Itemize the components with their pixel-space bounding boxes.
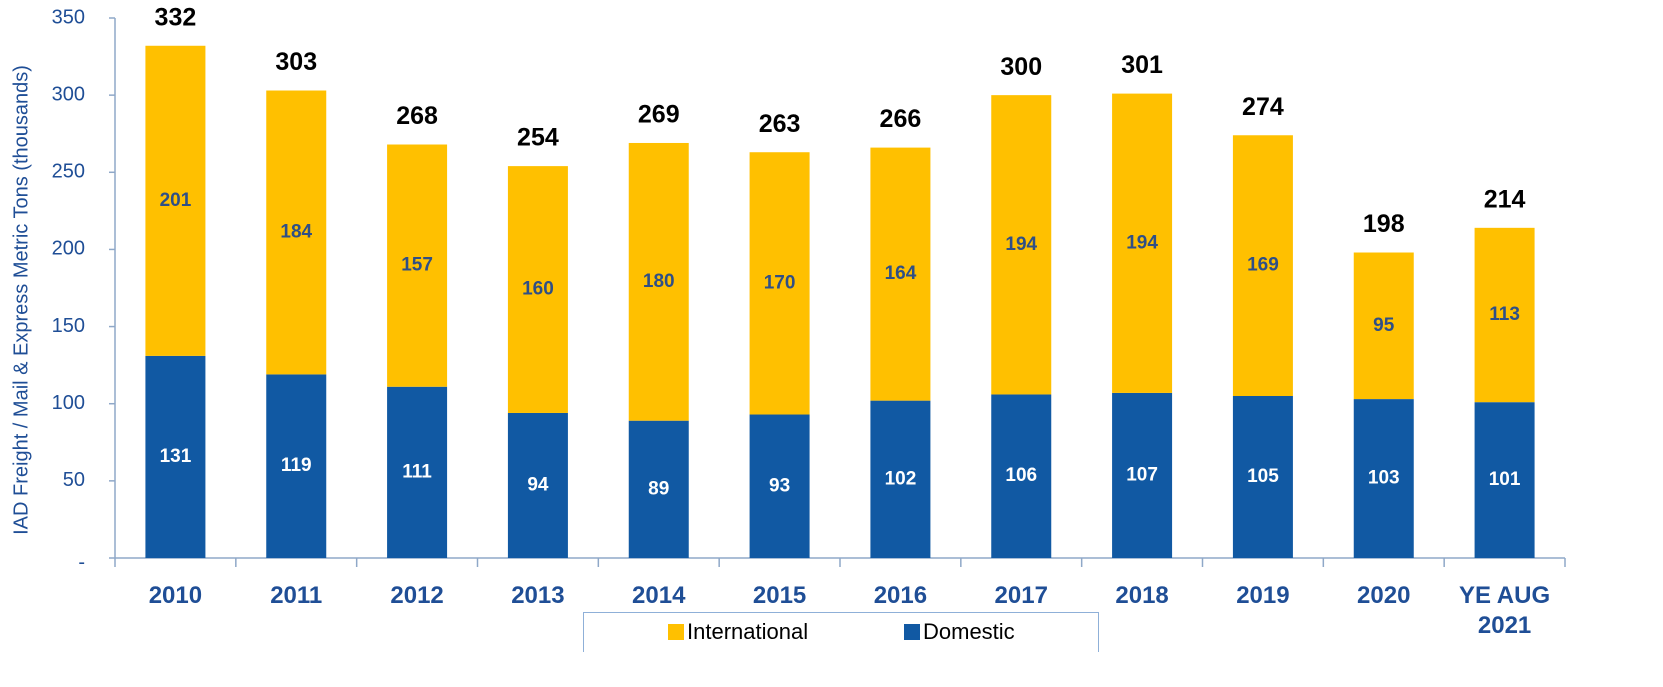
total-label: 301 bbox=[1121, 51, 1163, 79]
bar-segment bbox=[266, 90, 327, 375]
value-label: 160 bbox=[522, 279, 554, 300]
y-tick-label: 150 bbox=[52, 315, 85, 337]
value-label: 111 bbox=[402, 461, 432, 482]
x-tick-label: 2014 bbox=[632, 582, 686, 609]
value-label: 180 bbox=[643, 271, 675, 292]
value-label: 164 bbox=[885, 263, 917, 284]
value-label: 94 bbox=[527, 475, 549, 496]
legend-swatch bbox=[668, 624, 684, 640]
bar-segment bbox=[507, 166, 568, 413]
bar-segment bbox=[1474, 227, 1535, 403]
x-tick-label: 2018 bbox=[1115, 582, 1169, 609]
total-label: 268 bbox=[396, 102, 438, 130]
value-label: 107 bbox=[1126, 464, 1158, 485]
bar-segment bbox=[1232, 396, 1293, 558]
x-tick-label: 2012 bbox=[390, 582, 444, 609]
bar-segment bbox=[1112, 392, 1173, 558]
y-tick-label: 250 bbox=[52, 161, 85, 183]
bar-segment bbox=[266, 374, 327, 558]
bar-segment bbox=[1353, 252, 1414, 400]
bar-segment bbox=[628, 142, 689, 421]
value-label: 106 bbox=[1005, 465, 1037, 486]
value-label: 101 bbox=[1489, 469, 1521, 490]
total-label: 269 bbox=[638, 101, 680, 129]
legend-item: Domestic bbox=[904, 619, 1015, 645]
value-label: 93 bbox=[769, 475, 790, 496]
y-tick-label: - bbox=[78, 551, 85, 573]
value-label: 170 bbox=[764, 272, 796, 293]
value-label: 103 bbox=[1368, 468, 1400, 489]
legend-label: Domestic bbox=[923, 619, 1015, 644]
bar-segment bbox=[387, 386, 448, 558]
value-label: 102 bbox=[885, 468, 917, 489]
bar-segment bbox=[749, 414, 810, 558]
value-label: 131 bbox=[160, 446, 192, 467]
bar-segment bbox=[145, 45, 206, 356]
bar-segment bbox=[991, 95, 1052, 395]
legend-label: International bbox=[687, 619, 809, 644]
y-tick-label: 300 bbox=[52, 83, 85, 105]
x-tick-label: 2017 bbox=[994, 582, 1048, 609]
value-label: 157 bbox=[401, 255, 433, 276]
bar-segment bbox=[1232, 135, 1293, 396]
value-label: 119 bbox=[281, 455, 312, 476]
bar-segment bbox=[870, 147, 931, 401]
value-label: 95 bbox=[1373, 315, 1395, 336]
total-label: 303 bbox=[275, 48, 317, 76]
x-tick-label: 2020 bbox=[1357, 582, 1411, 609]
total-label: 254 bbox=[517, 124, 559, 152]
legend-item: International bbox=[668, 619, 808, 645]
x-tick-label: 2015 bbox=[752, 582, 807, 609]
total-label: 274 bbox=[1242, 93, 1284, 121]
total-label: 332 bbox=[155, 3, 197, 31]
x-tick-label: 2016 bbox=[873, 582, 928, 609]
value-label: 89 bbox=[648, 478, 669, 499]
total-label: 214 bbox=[1484, 185, 1526, 213]
x-tick-label: 2013 bbox=[511, 582, 565, 609]
value-label: 194 bbox=[1126, 232, 1158, 253]
x-tick-label: 2019 bbox=[1236, 582, 1290, 609]
y-tick-label: 50 bbox=[63, 469, 85, 491]
bar-segment bbox=[145, 355, 206, 558]
value-label: 194 bbox=[1005, 234, 1037, 255]
total-label: 198 bbox=[1363, 210, 1405, 238]
bar-segment bbox=[749, 152, 810, 415]
total-label: 300 bbox=[1000, 53, 1042, 81]
bar-segment bbox=[387, 144, 448, 387]
value-label: 105 bbox=[1247, 466, 1279, 487]
value-label: 201 bbox=[160, 190, 192, 211]
legend-swatch bbox=[904, 624, 920, 640]
x-tick-label: 2010 bbox=[148, 582, 203, 609]
bar-segment bbox=[1474, 402, 1535, 558]
value-label: 169 bbox=[1247, 255, 1279, 276]
y-tick-label: 350 bbox=[52, 6, 85, 28]
total-label: 263 bbox=[759, 110, 801, 138]
bar-segment bbox=[1112, 93, 1173, 393]
total-label: 266 bbox=[880, 105, 922, 133]
y-tick-label: 100 bbox=[52, 392, 85, 414]
legend: International Domestic bbox=[583, 612, 1099, 652]
bar-segment bbox=[628, 420, 689, 558]
bar-segment bbox=[870, 400, 931, 558]
bar-segment bbox=[991, 394, 1052, 558]
value-label: 184 bbox=[280, 221, 312, 242]
value-label: 113 bbox=[1489, 304, 1520, 325]
y-tick-label: 200 bbox=[52, 238, 85, 260]
y-axis-label: IAD Freight / Mail & Express Metric Tons… bbox=[10, 65, 32, 535]
x-tick-label: YE AUG 2021 bbox=[1459, 582, 1551, 639]
bar-segment bbox=[1353, 399, 1414, 558]
x-tick-label: 2011 bbox=[270, 582, 323, 609]
bar-segment bbox=[507, 412, 568, 558]
